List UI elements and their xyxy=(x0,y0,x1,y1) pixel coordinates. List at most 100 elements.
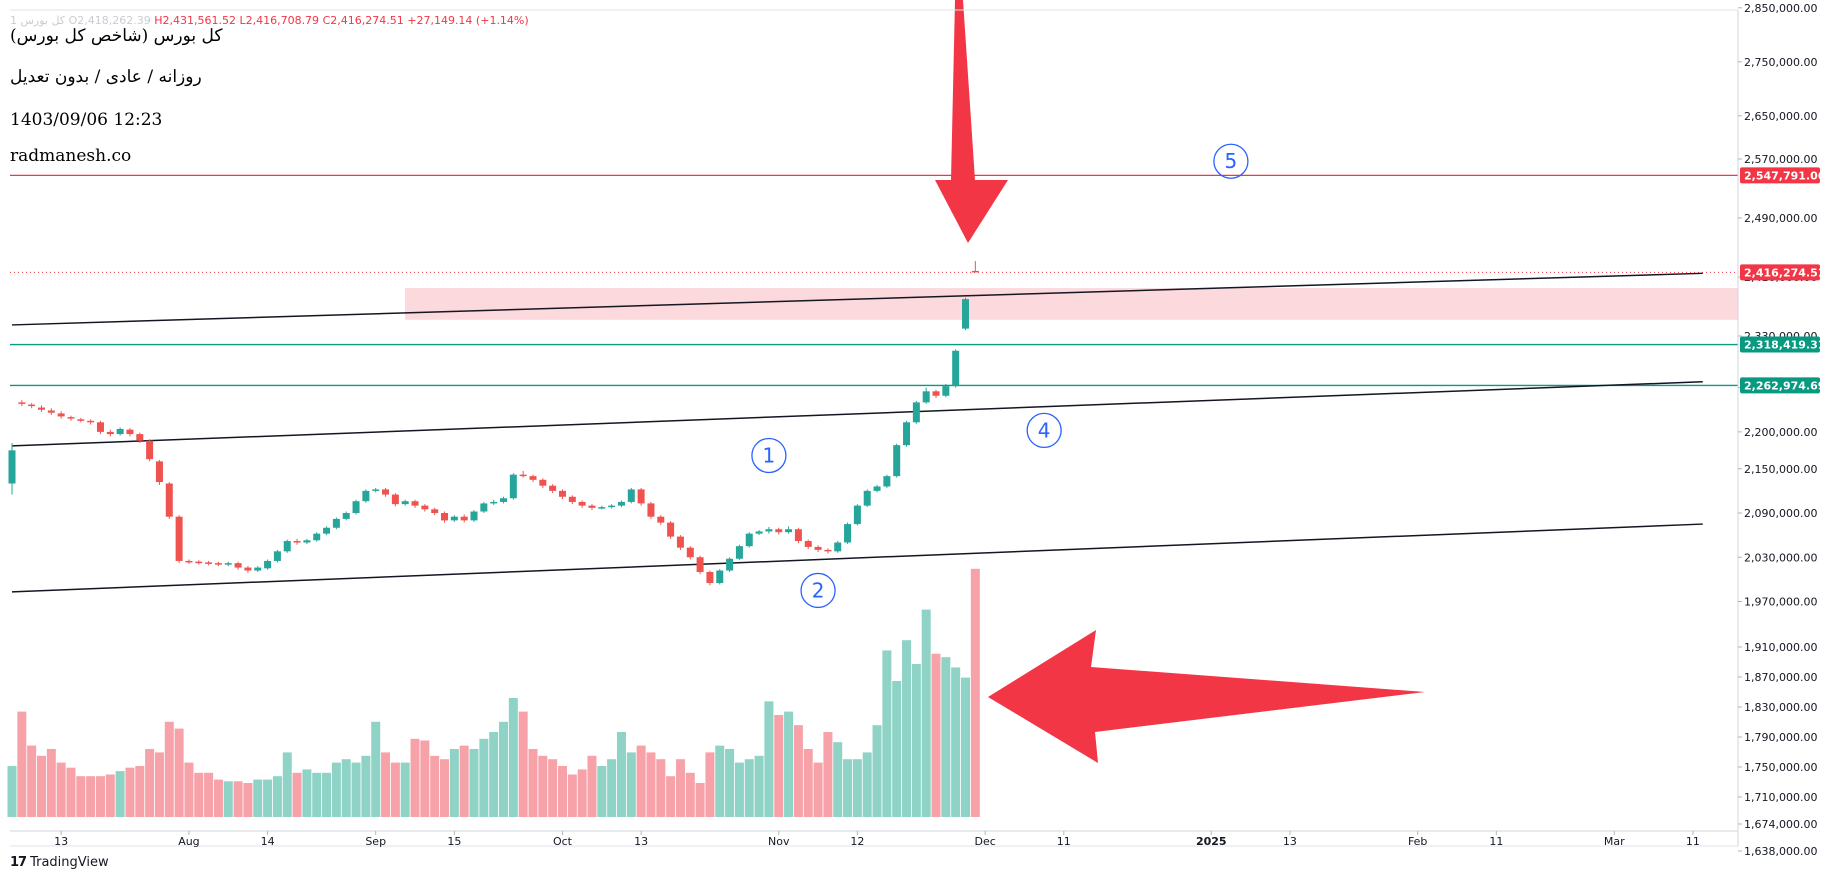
y-tick-label: 2,030,000.00 xyxy=(1744,551,1817,564)
candle-body xyxy=(165,483,173,517)
candle-body xyxy=(254,567,262,571)
volume-bar xyxy=(371,721,381,817)
volume-bar xyxy=(322,772,332,817)
x-tick-label: Aug xyxy=(178,835,199,848)
watermark-subtitle: روزانه / عادی / بدون تعدیل xyxy=(10,67,202,87)
y-tick-label: 2,090,000.00 xyxy=(1744,507,1817,520)
candle-body xyxy=(224,563,232,565)
volume-bar xyxy=(597,766,607,817)
channel-line xyxy=(11,523,1703,593)
volume-bar xyxy=(882,650,892,817)
volume-bar xyxy=(774,715,784,817)
candle-body xyxy=(273,551,281,561)
candle-body xyxy=(922,391,930,403)
x-tick-label: 14 xyxy=(261,835,275,848)
channel-line xyxy=(11,272,1703,326)
candle-body xyxy=(441,513,449,521)
candle-body xyxy=(391,494,399,505)
horizontal-lines-layer xyxy=(10,174,1738,387)
volume-bar xyxy=(86,776,96,817)
volume-bar xyxy=(636,745,646,817)
candle-body xyxy=(952,350,960,387)
volume-bar xyxy=(764,701,774,817)
legend-high: H2,431,561.52 xyxy=(154,14,236,27)
candle-body xyxy=(863,490,871,506)
volume-bar xyxy=(430,755,440,817)
volume-bar xyxy=(616,732,626,817)
tradingview-brand[interactable]: 17 TradingView xyxy=(10,855,109,870)
x-tick-label: Mar xyxy=(1604,835,1625,848)
legend-close: C2,416,274.51 xyxy=(322,14,404,27)
y-tick-label: 2,850,000.00 xyxy=(1744,2,1817,15)
volume-bar xyxy=(921,609,931,817)
candle-body xyxy=(362,490,370,502)
brand-name: TradingView xyxy=(30,855,109,870)
resistance-zone-layer xyxy=(405,288,1738,320)
volume-bar xyxy=(656,759,666,817)
candle-body xyxy=(205,562,213,564)
candle-body xyxy=(676,536,684,548)
y-tick-label: 2,570,000.00 xyxy=(1744,153,1817,166)
volume-bar xyxy=(194,772,204,817)
candle-body xyxy=(893,445,901,477)
down-arrow-annotation xyxy=(935,0,1008,243)
y-tick-label: 2,150,000.00 xyxy=(1744,463,1817,476)
price-tag-label: 2,318,419.31 xyxy=(1744,339,1825,352)
volume-bar xyxy=(734,762,744,817)
volume-bar xyxy=(744,759,754,817)
candle-body xyxy=(264,560,272,569)
volume-bar xyxy=(410,738,420,817)
volume-bar xyxy=(587,755,597,817)
volume-bar xyxy=(135,766,145,817)
volume-bar xyxy=(381,752,391,817)
volume-bar xyxy=(479,738,489,817)
candle-body xyxy=(47,410,55,413)
candle-body xyxy=(460,516,468,521)
legend-open: O2,418,262.39 xyxy=(68,14,151,27)
price-tag-label: 2,547,791.06 xyxy=(1744,169,1826,182)
candle-body xyxy=(323,527,331,534)
candle-body xyxy=(480,503,488,512)
candle-body xyxy=(549,485,557,491)
candle-body xyxy=(342,513,350,519)
candle-body xyxy=(696,557,704,572)
candle-body xyxy=(745,533,753,547)
volume-bar xyxy=(440,759,450,817)
legend-low: L2,416,708.79 xyxy=(239,14,320,27)
price-tag-bg xyxy=(1740,336,1820,353)
volume-bar xyxy=(46,749,56,817)
candle-body xyxy=(77,419,85,421)
x-tick-label: Dec xyxy=(975,835,996,848)
candle-body xyxy=(912,402,920,423)
candle-body xyxy=(794,529,802,542)
volume-bar xyxy=(312,772,322,817)
wave-label-text: 1 xyxy=(763,443,776,467)
y-tick-label: 1,710,000.00 xyxy=(1744,791,1817,804)
candle-body xyxy=(558,490,566,497)
volume-bar xyxy=(892,681,902,817)
candle-body xyxy=(932,391,940,396)
volume-bar xyxy=(282,752,292,817)
y-tick-label: 1,970,000.00 xyxy=(1744,596,1817,609)
candle-body xyxy=(126,429,134,435)
volume-bar xyxy=(341,759,351,817)
candle-body xyxy=(529,476,537,480)
volume-bar xyxy=(272,776,282,817)
candle-body xyxy=(195,561,203,564)
candle-body xyxy=(450,516,458,521)
y-tick-label: 2,650,000.00 xyxy=(1744,110,1817,123)
candles-layer xyxy=(8,261,979,586)
x-tick-label: Nov xyxy=(768,835,790,848)
volume-bar xyxy=(725,749,735,817)
candle-body xyxy=(293,541,301,543)
candle-body xyxy=(844,524,852,543)
candle-body xyxy=(519,474,527,477)
x-tick-label: Feb xyxy=(1408,835,1427,848)
candle-body xyxy=(617,501,625,506)
candle-body xyxy=(185,560,193,563)
y-tick-label: 1,910,000.00 xyxy=(1744,641,1817,654)
volume-layer xyxy=(7,568,980,817)
volume-bar xyxy=(27,745,37,817)
volume-bar xyxy=(961,677,971,817)
